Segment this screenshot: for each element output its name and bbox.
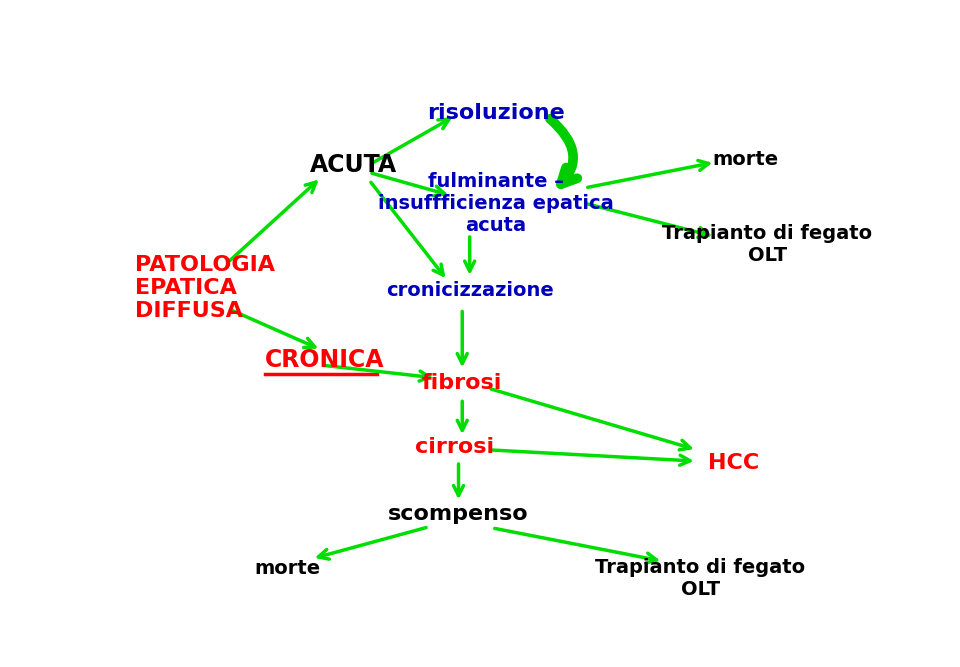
Text: CRONICA: CRONICA [265,348,385,372]
Text: cirrosi: cirrosi [416,438,494,458]
Text: risoluzione: risoluzione [427,103,564,123]
Text: scompenso: scompenso [388,504,529,524]
Text: Trapianto di fegato
OLT: Trapianto di fegato OLT [662,224,873,265]
Text: Trapianto di fegato
OLT: Trapianto di fegato OLT [595,558,805,599]
FancyArrowPatch shape [550,119,577,184]
Text: HCC: HCC [708,453,759,473]
Text: fulminante –
insuffficienza epatica
acuta: fulminante – insuffficienza epatica acut… [378,172,613,235]
Text: morte: morte [254,560,321,578]
Text: morte: morte [712,150,778,169]
Text: cronicizzazione: cronicizzazione [386,281,554,300]
Text: fibrosi: fibrosi [422,373,502,393]
Text: PATOLOGIA
EPATICA
DIFFUSA: PATOLOGIA EPATICA DIFFUSA [134,255,275,321]
Text: ACUTA: ACUTA [310,153,396,177]
